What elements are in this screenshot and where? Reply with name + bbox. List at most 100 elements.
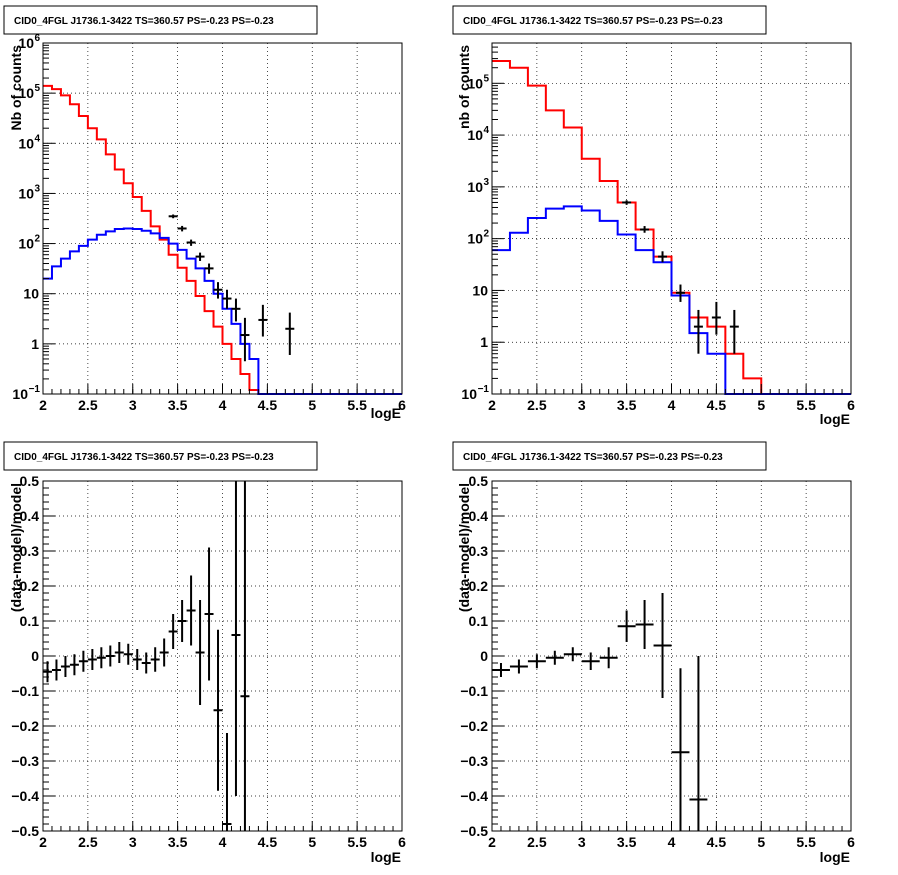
y-tick-label: −0.5: [460, 823, 488, 839]
y-tick-label: 10: [18, 85, 34, 101]
y-tick-label: −0.1: [460, 683, 488, 699]
data-point: [509, 659, 528, 674]
histogram-series: [492, 59, 851, 395]
data-point: [635, 600, 654, 649]
x-tick-label: 3: [129, 397, 137, 413]
x-tick-label: 2: [488, 397, 496, 413]
y-tick-label: −0.4: [11, 788, 39, 804]
y-tick-label: 0.5: [469, 473, 489, 489]
y-axis-title: (data-model)/model: [8, 483, 24, 612]
x-tick-label: 4: [668, 397, 676, 413]
y-tick-label: 0.3: [469, 543, 489, 559]
title-box: [3, 441, 318, 471]
y-tick-label: 0.4: [20, 508, 40, 524]
panel-top-right: CID0_4FGL J1736.1-3422 TS=360.57 PS=-0.2…: [452, 5, 855, 427]
chart-title: CID0_4FGL J1736.1-3422 TS=360.57 PS=-0.2…: [463, 452, 723, 463]
x-tick-label: 5.5: [347, 397, 367, 413]
x-tick-label: 5: [308, 834, 316, 850]
data-point: [545, 650, 564, 665]
data-point: [195, 252, 205, 261]
y-tick-label: 0: [480, 648, 488, 664]
y-axis-title: nb of counts: [456, 45, 472, 129]
x-axis-title: logE: [371, 405, 401, 421]
plot-data: [492, 593, 708, 831]
y-tick-label: −0.2: [11, 718, 39, 734]
data-point: [60, 656, 70, 677]
data-point: [222, 733, 232, 831]
plot-data: [43, 481, 250, 831]
chart-title: CID0_4FGL J1736.1-3422 TS=360.57 PS=-0.2…: [14, 16, 274, 27]
data-point: [231, 298, 241, 322]
data-point: [689, 656, 708, 831]
y-tick-exponent: 4: [34, 133, 40, 144]
x-tick-label: 4.5: [258, 397, 278, 413]
y-axis-title: (data-model)/model: [456, 483, 472, 612]
data-point: [658, 251, 668, 263]
y-tick-label: 0.1: [20, 613, 40, 629]
panel-bottom-right: CID0_4FGL J1736.1-3422 TS=360.57 PS=-0.2…: [452, 441, 855, 865]
grid: [492, 481, 851, 831]
y-tick-label: 1: [480, 334, 488, 350]
y-tick-label: −0.2: [460, 718, 488, 734]
y-tick-label: 1: [31, 336, 39, 352]
y-tick-label: −0.5: [11, 823, 39, 839]
x-tick-label: 2: [488, 834, 496, 850]
grid: [43, 481, 402, 831]
data-point: [43, 661, 52, 683]
x-tick-label: 3: [129, 834, 137, 850]
x-tick-label: 4: [668, 834, 676, 850]
x-tick-label: 6: [847, 834, 855, 850]
y-tick-label: 0.5: [20, 473, 40, 489]
x-tick-label: 2.5: [78, 397, 98, 413]
x-tick-label: 3: [578, 397, 586, 413]
grid: [492, 43, 851, 394]
y-tick-exponent: 5: [34, 83, 40, 94]
y-tick-label: 10: [18, 135, 34, 151]
data-point: [671, 668, 690, 831]
x-tick-label: 6: [398, 834, 406, 850]
data-point: [177, 225, 187, 232]
y-tick-label: 0.2: [469, 578, 489, 594]
y-tick-label: 0.2: [20, 578, 40, 594]
y-tick-label: 10: [18, 236, 34, 252]
x-tick-label: 5: [757, 397, 765, 413]
axis-ticks: 2 2.5 3 3.5 4 4.5 5 5.5 6 −0.5 −0.4 −0.3 −0.2 −0.1 0 0.…: [11, 473, 406, 850]
x-tick-label: 4.5: [707, 397, 727, 413]
data-point: [150, 647, 160, 672]
y-tick-label: 10: [12, 386, 28, 402]
data-point: [599, 647, 618, 669]
x-tick-label: 3.5: [617, 834, 637, 850]
data-point: [168, 614, 178, 649]
y-tick-label: 10: [467, 231, 483, 247]
y-axis-title: Nb of counts: [8, 45, 24, 131]
y-tick-label: 0.4: [469, 508, 489, 524]
x-tick-label: 4.5: [258, 834, 278, 850]
y-tick-exponent: 5: [483, 73, 489, 84]
title-box: [452, 5, 767, 35]
x-tick-label: 6: [847, 397, 855, 413]
y-tick-label: 0: [31, 648, 39, 664]
data-point: [617, 610, 636, 642]
y-tick-label: −0.3: [460, 753, 488, 769]
data-point: [213, 629, 223, 791]
data-point: [87, 649, 97, 670]
x-tick-label: 2: [39, 834, 47, 850]
x-tick-label: 2.5: [527, 397, 547, 413]
y-tick-label: −0.4: [460, 788, 488, 804]
y-tick-exponent: 2: [483, 229, 489, 240]
y-tick-exponent: 6: [34, 33, 40, 44]
data-point: [114, 642, 124, 663]
x-tick-label: 4: [219, 834, 227, 850]
y-tick-exponent: 2: [34, 234, 40, 245]
data-point: [581, 652, 600, 670]
data-point: [240, 317, 250, 362]
y-tick-label: 0.1: [469, 613, 489, 629]
data-point: [186, 239, 196, 246]
y-tick-label: 10: [467, 127, 483, 143]
data-point: [640, 226, 650, 233]
data-point: [123, 643, 133, 665]
y-tick-label: 10: [467, 179, 483, 195]
data-point: [729, 309, 739, 354]
